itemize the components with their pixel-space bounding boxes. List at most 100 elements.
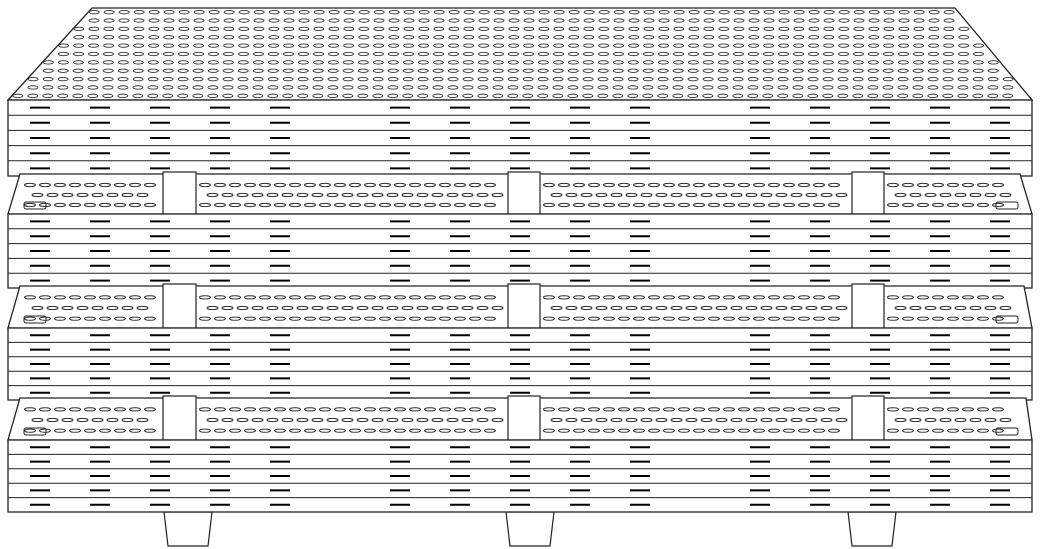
deck-hole [478,35,490,40]
deck-hole [148,26,160,32]
deck-hole [402,85,414,90]
deck-hole [199,202,211,208]
deck-hole [433,10,445,15]
deck-hole [693,295,705,300]
deck-hole [319,295,331,300]
deck-hole [672,76,684,82]
deck-hole [372,68,384,73]
corner-handle-icon [23,201,47,210]
deck-hole [281,305,294,311]
deck-hole [447,60,459,65]
deck-hole [312,68,324,73]
deck-hole [717,68,729,73]
deck-hole [790,192,803,198]
deck-hole [805,417,818,423]
deck-hole [117,68,129,73]
deck-hole [628,51,639,57]
deck-hole [942,68,954,73]
deck-hole [298,51,309,57]
deck-hole [446,192,459,198]
deck-hole [206,305,219,311]
deck-hole [87,76,99,82]
deck-hole [403,26,415,32]
deck-hole [883,51,894,57]
deck-hole [909,417,922,423]
deck-hole [492,85,504,90]
deck-hole [221,417,234,423]
deck-hole [296,417,309,423]
deck-hole [58,43,70,48]
deck-hole [433,26,445,32]
deck-hole [349,182,361,188]
deck-hole [133,51,144,57]
deck-hole [312,60,324,65]
deck-hole [987,93,999,98]
deck-hole [927,93,939,98]
deck-hole [259,295,271,300]
deck-hole [678,428,690,433]
deck-hole [597,93,609,98]
deck-hole [121,417,134,423]
deck-hole [334,295,346,300]
deck-hole [72,93,84,98]
deck-hole [939,417,952,423]
deck-hole [537,93,549,98]
deck-hole [493,51,504,57]
deck-hole [252,76,264,82]
deck-hole [237,60,249,65]
deck-hole [177,85,189,90]
deck-hole [658,26,670,32]
deck-hole [763,26,775,32]
deck-hole [476,417,489,423]
deck-hole [61,192,74,198]
deck-hole [289,295,301,300]
deck-hole [469,428,481,433]
deck-hole [73,35,85,40]
deck-hole [402,93,414,98]
deck-hole [708,428,720,433]
deck-hole [238,10,250,15]
deck-hole [805,192,818,198]
deck-hole [778,10,790,15]
deck-hole [603,295,615,300]
deck-hole [928,10,940,15]
deck-hole [583,18,595,23]
deck-hole [193,26,205,32]
deck-hole [454,295,466,300]
deck-hole [693,182,705,188]
deck-hole [792,76,804,82]
deck-hole [943,26,955,32]
deck-hole [723,407,735,412]
deck-hole [311,192,324,198]
deck-hole [76,305,89,311]
deck-hole [927,68,939,73]
deck-hole [266,192,279,198]
deck-hole [618,182,630,188]
deck-hole [387,68,399,73]
deck-hole [39,182,51,188]
deck-hole [163,18,175,23]
deck-hole [148,51,159,57]
deck-hole [610,305,623,311]
deck-hole [417,76,429,82]
deck-hole [304,316,316,321]
deck-hole [613,43,625,48]
deck-hole [658,51,669,57]
deck-hole [469,295,481,300]
deck-hole [628,10,640,15]
deck-hole [924,417,937,423]
deck-hole [598,10,610,15]
deck-hole [136,417,149,423]
deck-hole [99,202,111,208]
deck-hole [102,76,114,82]
deck-hole [461,417,474,423]
deck-hole [27,93,39,98]
deck-hole [942,85,954,90]
deck-hole [114,202,126,208]
deck-hole [237,85,249,90]
deck-hole [388,51,399,57]
deck-hole [793,51,804,57]
deck-hole [132,93,144,98]
deck-hole [558,202,570,208]
deck-hole [281,192,294,198]
